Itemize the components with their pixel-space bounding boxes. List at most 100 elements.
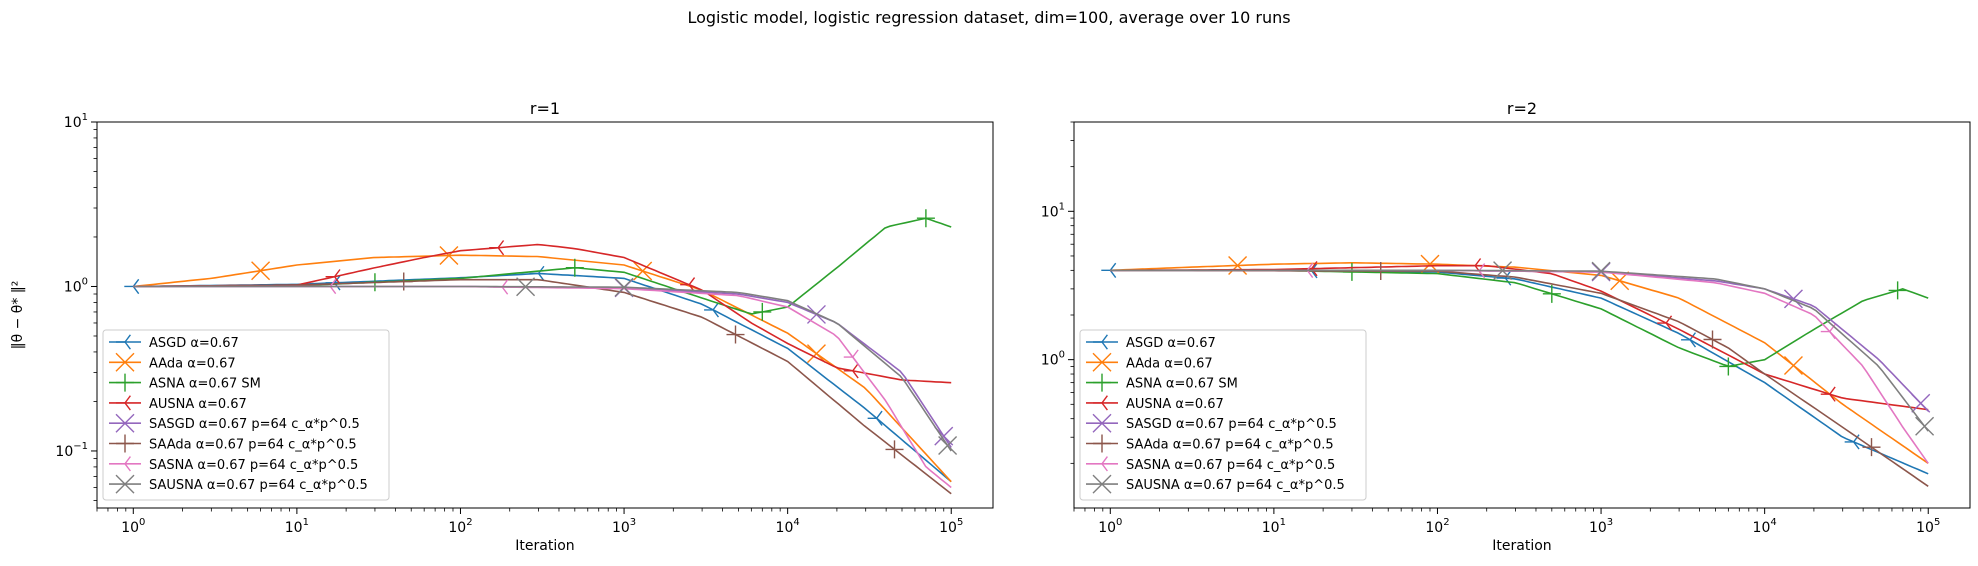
legend-label: SASNA α=0.67 p=64 c_α*p^0.5: [1126, 458, 1335, 473]
legend-swatch-marker: [1093, 334, 1108, 350]
legend-label: SASGD α=0.67 p=64 c_α*p^0.5: [1126, 417, 1337, 432]
legend-swatch-marker: [1093, 456, 1108, 472]
x-tick-label: 100: [1098, 517, 1122, 536]
series-3-marker: [1342, 262, 1361, 281]
subplot-title: r=1: [530, 99, 560, 118]
x-tick-label: 103: [612, 517, 636, 536]
legend-label: ASNA α=0.67 SM: [1126, 377, 1238, 392]
series-8-marker: [1493, 261, 1513, 281]
legend-label: ASGD α=0.67: [149, 336, 239, 351]
series-4-marker: [489, 240, 505, 256]
series-8-marker: [1915, 416, 1935, 436]
series-4-marker: [1657, 315, 1673, 331]
series-line-6: [133, 278, 952, 495]
legend-label: AAda α=0.67: [149, 356, 236, 371]
y-tick-label: 100: [1041, 350, 1065, 369]
y-tick-label: 101: [64, 112, 88, 131]
legend-label: AAda α=0.67: [1126, 356, 1213, 371]
legend-swatch-marker: [115, 413, 135, 433]
x-tick-label: 101: [1262, 517, 1286, 536]
legend-swatch-marker: [115, 352, 135, 372]
legend-label: ASGD α=0.67: [1126, 336, 1216, 351]
y-axis-label: ‖θ − θ* ‖²: [10, 281, 26, 350]
series-7-marker: [1820, 323, 1836, 340]
series-6-marker: [1862, 438, 1881, 457]
y-tick-label: 101: [1041, 201, 1065, 220]
x-tick-label: 101: [285, 517, 309, 536]
series-2-marker: [806, 344, 826, 364]
series-group: [124, 209, 958, 495]
series-2-marker: [1783, 355, 1803, 375]
legend-swatch-marker: [116, 456, 131, 472]
series-4-marker: [1820, 386, 1836, 402]
series-1-marker: [529, 265, 545, 282]
figure-title: Logistic model, logistic regression data…: [687, 8, 1291, 27]
legend-label: AUSNA α=0.67: [1126, 397, 1224, 412]
legend-box: [102, 329, 390, 501]
series-1-marker: [1101, 262, 1117, 278]
legend-swatch-marker: [1092, 413, 1112, 433]
legend-swatch-marker: [1093, 373, 1111, 392]
series-3-marker: [565, 258, 584, 277]
legend-label: SAUSNA α=0.67 p=64 c_α*p^0.5: [1126, 478, 1345, 493]
series-2-marker: [439, 245, 459, 265]
series-8-marker: [516, 277, 536, 297]
series-6-marker: [726, 325, 745, 344]
series-3-marker: [1888, 281, 1907, 300]
series-6-marker: [394, 272, 413, 291]
legend-swatch-marker: [1093, 395, 1108, 411]
plot-frame: [1073, 121, 1971, 509]
subplot-title: r=2: [1507, 99, 1537, 118]
series-8-marker: [938, 436, 958, 456]
series-3-marker: [916, 209, 935, 228]
series-6-marker: [1703, 330, 1722, 349]
series-1-marker: [1844, 434, 1860, 450]
x-axis-label: Iteration: [1492, 538, 1551, 554]
series-1-marker: [704, 302, 720, 318]
series-line-8: [133, 285, 952, 452]
series-3-marker: [1542, 284, 1561, 303]
series-5-marker: [1911, 393, 1931, 413]
legend: ASGD α=0.67 AAda α=0.67 ASNA α=0.67 SM AUSN…: [1079, 329, 1367, 501]
legend-box: [1079, 329, 1367, 501]
series-5-marker: [1783, 289, 1803, 309]
x-tick-label: 100: [121, 517, 145, 536]
legend: ASGD α=0.67 AAda α=0.67 ASNA α=0.67 SM AUSN…: [102, 329, 390, 501]
legend-swatch-marker: [116, 434, 134, 453]
series-4-marker: [325, 269, 341, 285]
series-4-marker: [843, 363, 859, 379]
subplot-1: r=1 Iteration ‖θ − θ* ‖² 100 101 102 103 104 105…: [10, 99, 994, 554]
legend-swatch-marker: [116, 334, 131, 350]
y-tick-label: 100: [64, 276, 88, 295]
legend-swatch-marker: [1092, 352, 1112, 372]
series-1-marker: [867, 410, 883, 426]
series-2-marker: [251, 261, 271, 281]
legend-swatch-marker: [1092, 474, 1112, 494]
x-tick-label: 103: [1589, 517, 1613, 536]
legend-swatch-marker: [1093, 434, 1111, 453]
legend-label: SAAda α=0.67 p=64 c_α*p^0.5: [1126, 438, 1334, 453]
plot-frame: [96, 121, 994, 509]
x-tick-label: 104: [1753, 517, 1777, 536]
series-group: [1101, 254, 1935, 487]
legend-label: ASNA α=0.67 SM: [149, 377, 261, 392]
x-tick-label: 102: [1425, 517, 1449, 536]
series-3-marker: [1719, 357, 1738, 376]
legend-label: SASGD α=0.67 p=64 c_α*p^0.5: [149, 417, 360, 432]
series-3-marker: [753, 302, 772, 321]
legend-swatch-marker: [115, 474, 135, 494]
x-tick-label: 104: [776, 517, 800, 536]
x-tick-label: 105: [1916, 517, 1940, 536]
legend-swatch-marker: [116, 395, 131, 411]
legend-swatch-marker: [116, 373, 134, 392]
x-axis-label: Iteration: [515, 538, 574, 554]
x-tick-label: 102: [448, 517, 472, 536]
series-8-marker: [1591, 261, 1611, 281]
subplot-2: r=2 Iteration 100 101 102 103 104 105 100 101 ASGD…: [1041, 99, 1971, 554]
legend-label: SAAda α=0.67 p=64 c_α*p^0.5: [149, 438, 357, 453]
x-tick-label: 105: [939, 517, 963, 536]
series-6-marker: [885, 440, 904, 459]
series-7-marker: [843, 349, 859, 365]
legend-label: SAUSNA α=0.67 p=64 c_α*p^0.5: [149, 478, 368, 493]
